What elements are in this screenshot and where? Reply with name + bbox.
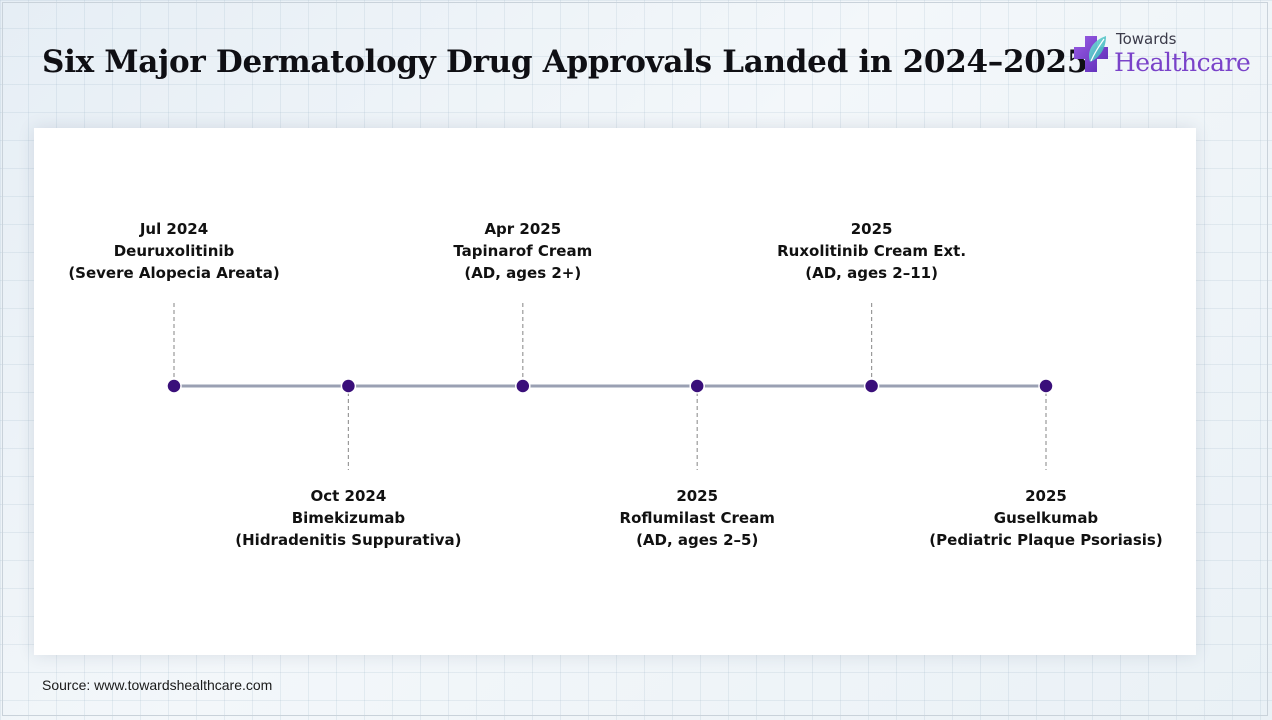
milestone-label: 2025 Roflumilast Cream (AD, ages 2–5) (547, 485, 847, 551)
milestone-drug: Tapinarof Cream (453, 242, 593, 260)
timeline-card: Jul 2024 Deuruxolitinib (Severe Alopecia A… (34, 128, 1196, 655)
milestone-drug: Bimekizumab (291, 509, 406, 527)
logo: Towards Healthcare (1072, 30, 1252, 80)
milestone-label: Oct 2024 Bimekizumab (Hidradenitis Suppura… (198, 485, 498, 551)
logo-top-text: Towards (1116, 30, 1177, 48)
milestone-label: 2025 Guselkumab (Pediatric Plaque Psoriasi… (896, 485, 1196, 551)
milestone-label: Jul 2024 Deuruxolitinib (Severe Alopecia A… (24, 218, 324, 284)
milestone-drug: Ruxolitinib Cream Ext. (777, 242, 967, 260)
milestone-indication: (AD, ages 2+) (464, 264, 582, 282)
milestone-label: 2025 Ruxolitinib Cream Ext. (AD, ages 2–11… (722, 218, 1022, 284)
milestone-date: 2025 (850, 220, 893, 238)
logo-main-text: Healthcare (1114, 48, 1251, 77)
milestone-dot (863, 378, 880, 394)
milestone-date: 2025 (676, 487, 719, 505)
milestone-dot (1038, 378, 1054, 394)
milestone-date: Jul 2024 (139, 220, 209, 238)
timeline-graphic (166, 303, 1054, 470)
milestone-date: Apr 2025 (484, 220, 562, 238)
milestone-dot (515, 378, 531, 394)
milestone-date: Oct 2024 (310, 487, 387, 505)
milestone-drug: Guselkumab (993, 509, 1099, 527)
milestone-indication: (Pediatric Plaque Psoriasis) (929, 531, 1163, 549)
milestone-label: Apr 2025 Tapinarof Cream (AD, ages 2+) (373, 218, 673, 284)
milestone-indication: (Severe Alopecia Areata) (68, 264, 280, 282)
milestone-dot (689, 378, 705, 394)
milestone-drug: Deuruxolitinib (113, 242, 235, 260)
milestone-indication: (AD, ages 2–5) (636, 531, 759, 549)
milestone-indication: (AD, ages 2–11) (805, 264, 938, 282)
milestone-dot (166, 378, 182, 394)
source-note: Source: www.towardshealthcare.com (42, 677, 273, 693)
medical-cross-leaf-icon (1074, 36, 1108, 72)
milestone-indication: (Hidradenitis Suppurativa) (235, 531, 462, 549)
milestone-date: 2025 (1025, 487, 1067, 505)
page-title: Six Major Dermatology Drug Approvals Lan… (42, 44, 1089, 80)
milestone-dot (340, 378, 357, 394)
milestone-drug: Roflumilast Cream (619, 509, 775, 527)
